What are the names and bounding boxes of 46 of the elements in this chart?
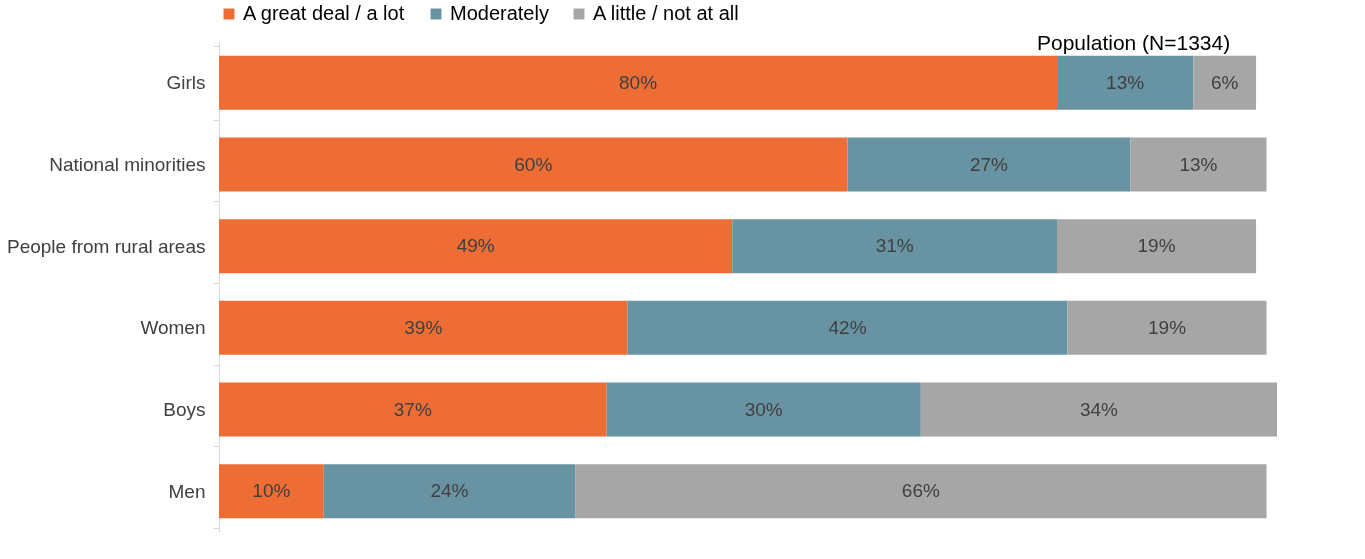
bar	[920, 382, 1277, 437]
data-label: 37%	[393, 398, 432, 420]
bar	[1193, 55, 1257, 110]
bar	[219, 464, 324, 519]
bar	[1130, 137, 1267, 192]
y-tick-label: National minorities	[49, 154, 206, 175]
data-label: 6%	[1210, 71, 1239, 93]
data-label: 30%	[744, 398, 783, 420]
data-label: 34%	[1079, 398, 1119, 420]
data-label: 19%	[1137, 235, 1176, 257]
data-label: 13%	[1106, 71, 1145, 93]
bar	[323, 464, 576, 519]
legend-label: Moderately	[450, 2, 549, 24]
data-label: 24%	[430, 480, 469, 502]
data-label: 31%	[875, 235, 914, 257]
bar	[575, 464, 1267, 519]
data-label: 39%	[404, 316, 443, 338]
y-tick-label: Girls	[166, 72, 206, 94]
y-tick-label: People from rural areas	[6, 235, 206, 257]
annotation: Population (N=1334)	[1037, 31, 1231, 54]
data-label: 66%	[901, 480, 940, 502]
bar	[1057, 55, 1194, 110]
y-tick-label: Women	[140, 317, 206, 339]
y-tick-label: Men	[168, 480, 206, 502]
bar	[1067, 300, 1267, 355]
data-label: 13%	[1179, 153, 1218, 175]
data-label: 42%	[828, 316, 867, 338]
data-label: 19%	[1147, 316, 1187, 338]
bar	[606, 382, 921, 437]
data-label: 27%	[969, 153, 1009, 175]
data-label: 60%	[514, 153, 553, 175]
bar	[627, 300, 1068, 355]
legend-label: A little / not at all	[593, 2, 739, 24]
data-label: 49%	[456, 235, 495, 257]
y-tick-label: Boys	[163, 399, 206, 420]
bar	[219, 55, 1058, 110]
legend-label: A great deal / a lot	[243, 2, 405, 24]
bar	[732, 219, 1058, 274]
bar	[219, 137, 848, 192]
bar	[1057, 219, 1257, 274]
bar	[219, 300, 628, 355]
bar	[219, 219, 733, 274]
data-label: 80%	[618, 71, 658, 93]
bar	[219, 382, 607, 437]
data-label: 10%	[252, 480, 291, 502]
bar	[847, 137, 1131, 192]
